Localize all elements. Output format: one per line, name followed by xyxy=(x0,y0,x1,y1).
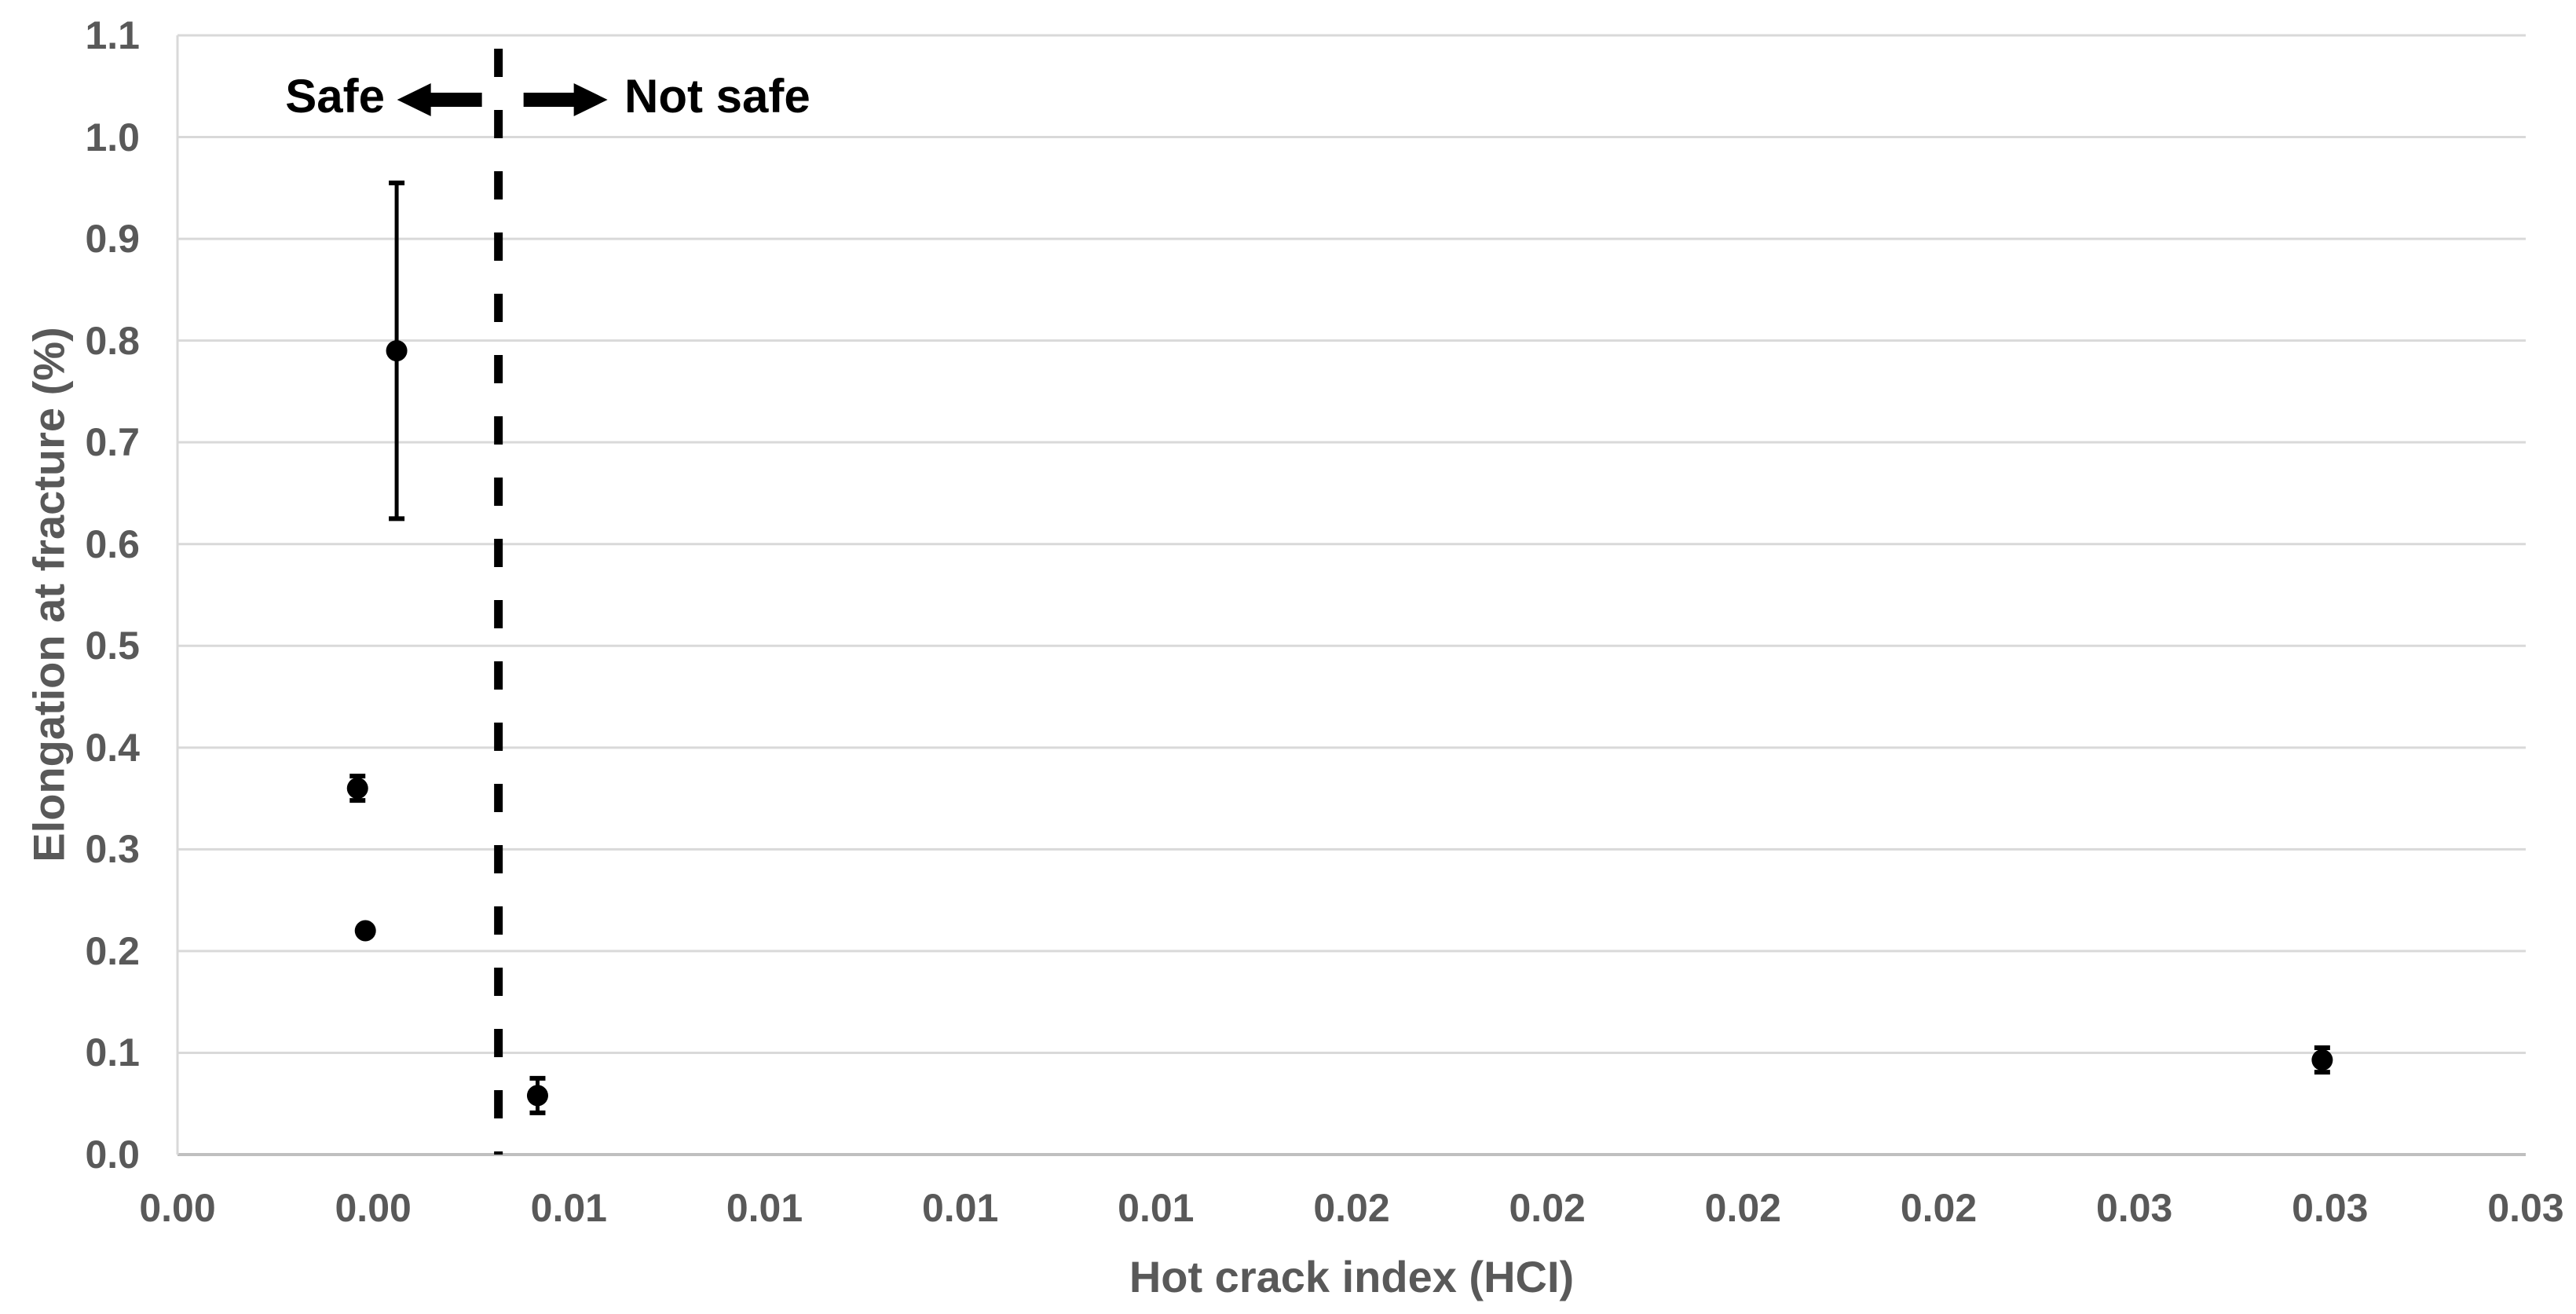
y-tick-label: 0.6 xyxy=(85,522,140,566)
y-tick-label: 0.4 xyxy=(85,725,140,770)
x-tick-label: 0.03 xyxy=(2095,1186,2173,1230)
x-tick-label: 0.00 xyxy=(335,1186,412,1230)
y-tick-label: 0.9 xyxy=(85,217,140,262)
x-tick-label: 0.02 xyxy=(1509,1186,1586,1230)
y-tick-label: 1.0 xyxy=(85,115,140,159)
y-tick-label: 0.5 xyxy=(85,624,140,668)
x-tick-label: 0.01 xyxy=(726,1186,803,1230)
y-tick-label: 0.2 xyxy=(85,928,140,973)
y-tick-label: 0.1 xyxy=(85,1030,140,1075)
x-tick-label: 0.01 xyxy=(921,1186,999,1230)
x-tick-label: 0.01 xyxy=(530,1186,607,1230)
data-point xyxy=(526,1085,548,1107)
x-tick-label: 0.01 xyxy=(1118,1186,1195,1230)
y-tick-label: 0.8 xyxy=(85,318,140,363)
data-point xyxy=(2311,1049,2333,1071)
x-tick-label: 0.02 xyxy=(1900,1186,1978,1230)
data-point xyxy=(386,340,408,362)
data-point xyxy=(354,920,376,942)
y-tick-label: 0.0 xyxy=(85,1133,140,1177)
data-point xyxy=(346,778,368,800)
not-safe-arrow-right-icon xyxy=(523,83,608,116)
x-tick-label: 0.00 xyxy=(139,1186,216,1230)
y-tick-label: 1.1 xyxy=(85,13,140,57)
x-tick-label: 0.02 xyxy=(1704,1186,1781,1230)
y-axis-title: Elongation at fracture (%) xyxy=(24,327,74,862)
y-tick-label: 0.7 xyxy=(85,420,140,465)
x-axis-title: Hot crack index (HCI) xyxy=(1129,1252,1575,1301)
x-tick-label: 0.03 xyxy=(2292,1186,2369,1230)
y-tick-label: 0.3 xyxy=(85,827,140,872)
x-tick-label: 0.02 xyxy=(1313,1186,1390,1230)
safe-zone-label: Safe xyxy=(285,70,385,123)
not-safe-zone-label: Not safe xyxy=(624,70,810,123)
safe-arrow-left-icon xyxy=(397,83,482,116)
x-tick-label: 0.03 xyxy=(2487,1186,2564,1230)
